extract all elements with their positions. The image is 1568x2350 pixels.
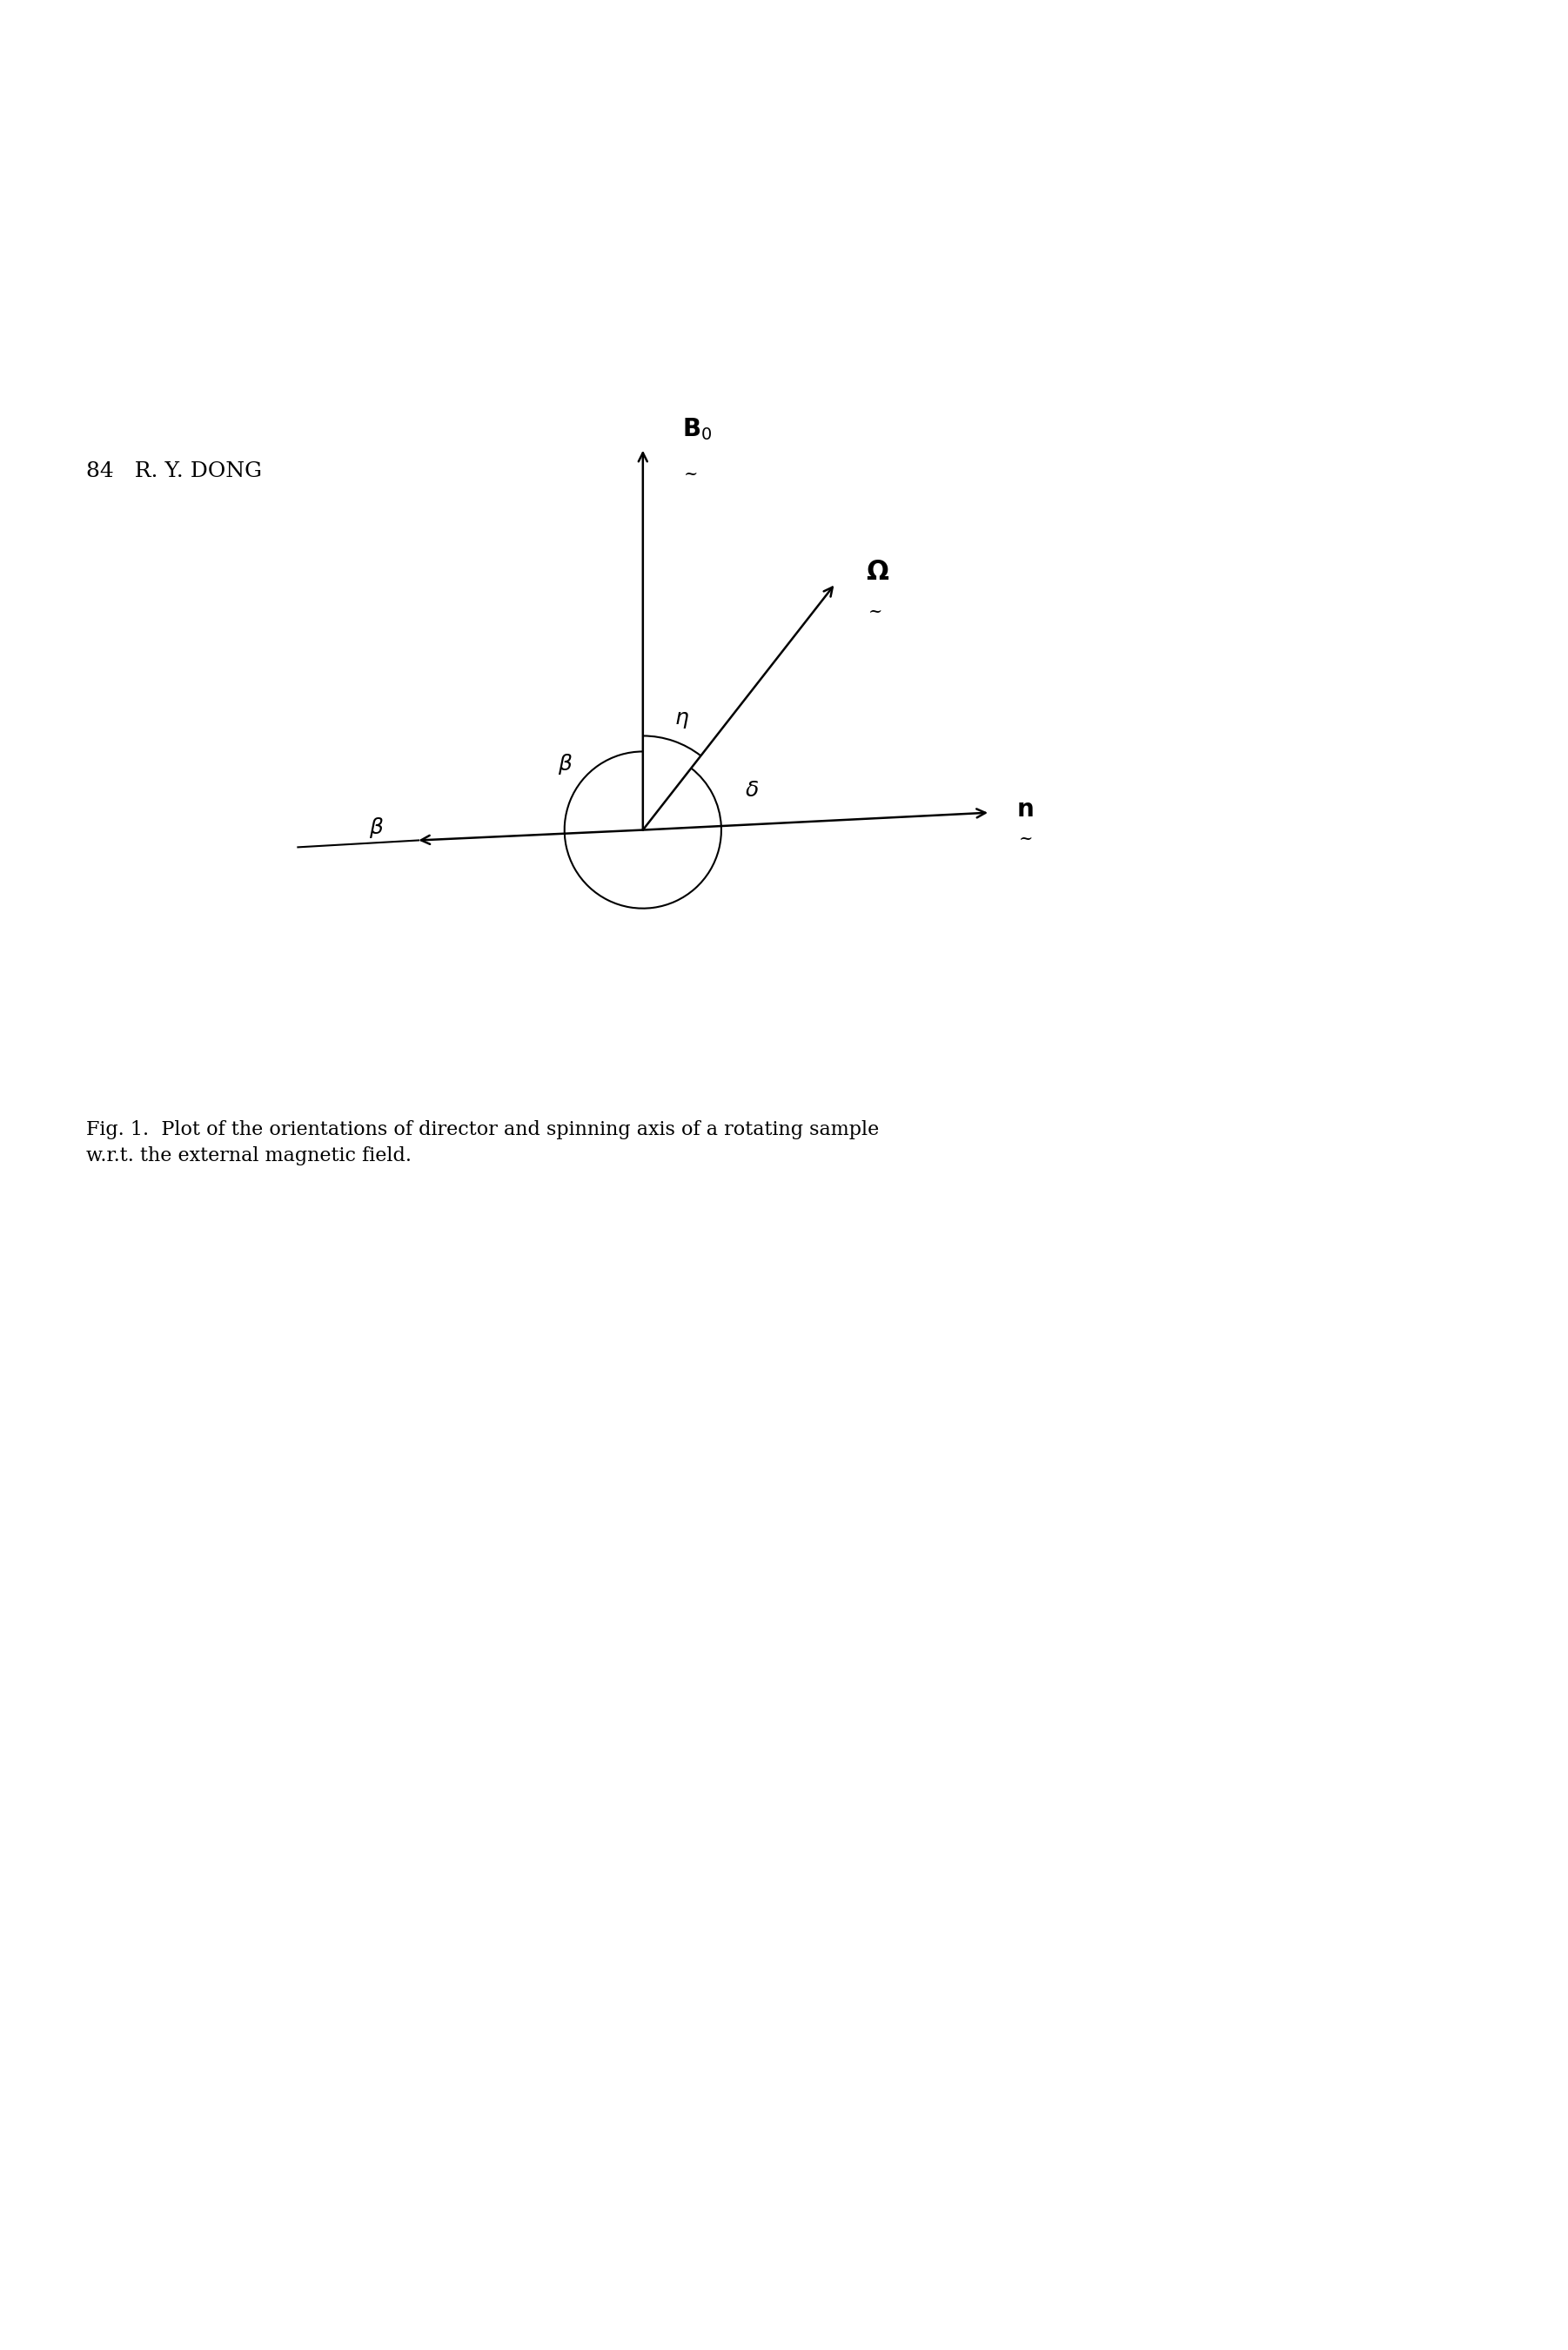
- Text: $\mathbf{\Omega}$: $\mathbf{\Omega}$: [866, 559, 889, 585]
- Text: $\beta$: $\beta$: [368, 815, 384, 839]
- Text: 84   R. Y. DONG: 84 R. Y. DONG: [86, 461, 262, 482]
- Text: ~: ~: [1019, 832, 1033, 848]
- Text: $\eta$: $\eta$: [674, 710, 688, 731]
- Text: $\mathbf{n}$: $\mathbf{n}$: [1016, 797, 1033, 820]
- Text: $\mathbf{B}_0$: $\mathbf{B}_0$: [682, 416, 712, 442]
- Text: $\delta$: $\delta$: [745, 780, 759, 801]
- Text: $\beta$: $\beta$: [557, 752, 572, 776]
- Text: ~: ~: [684, 465, 698, 482]
- Text: Fig. 1.  Plot of the orientations of director and spinning axis of a rotating sa: Fig. 1. Plot of the orientations of dire…: [86, 1121, 880, 1166]
- Text: ~: ~: [869, 604, 883, 620]
